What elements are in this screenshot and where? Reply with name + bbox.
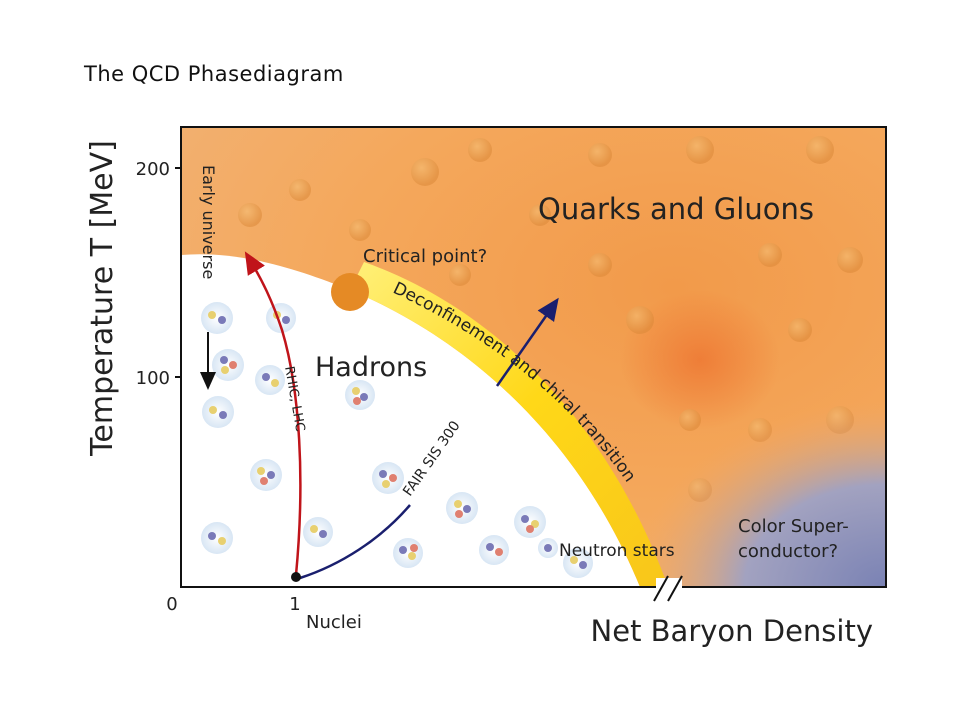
y-tick-label-200: 200 [136,159,170,180]
color-sc-label-line2: conductor? [738,541,838,562]
x-axis-label: Net Baryon Density [591,614,873,648]
plot-frame [180,126,887,588]
nuclei-label: Nuclei [306,612,362,633]
neutron-stars-label: Neutron stars [559,541,675,561]
hadron-region [181,254,640,587]
critical-point-marker [331,273,369,311]
nuclei-marker [291,572,301,582]
fair-sis-arrow-upper [495,297,559,387]
color-sc-label-line1: Color Super- [738,516,849,537]
slide-title: The QCD Phasediagram [84,62,344,86]
y-tick-label-100: 100 [136,368,170,389]
early-universe-label: Early universe [199,165,218,279]
transition-band [350,262,668,587]
critical-point-label: Critical point? [363,246,487,267]
hadron-particles [201,302,593,578]
quarks-gluons-label: Quarks and Gluons [538,192,814,226]
rhic-lhc-arrow [244,251,302,576]
fair-sis-arrow-lower [299,504,411,580]
y-axis-label: Temperature T [MeV] [85,140,120,457]
x-tick-label-1: 1 [289,594,300,615]
x-tick-label-0: 0 [166,594,177,615]
plot-area [181,127,886,587]
hadrons-label: Hadrons [315,352,427,383]
axis-break [653,575,683,602]
